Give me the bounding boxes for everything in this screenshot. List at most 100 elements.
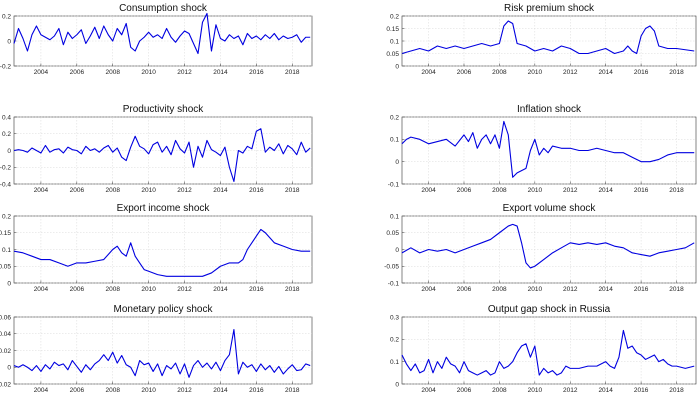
x-tick-label: 2010 [528,187,543,194]
y-tick-label: 0.1 [390,359,399,366]
x-tick-label: 2006 [70,69,85,76]
chart-panel-8: 2004 2006 2008 2010 2012 2014 2016 2018 0 0.1 0.2 0… [390,304,697,394]
x-tick-label: 2018 [285,69,300,76]
x-tick-label: 2016 [634,69,649,76]
y-tick-label: 0 [7,365,11,372]
y-tick-label: -0.05 [384,264,399,271]
chart-panel-4: 2004 2006 2008 2010 2012 2014 2016 2018 -0.1 0 0.1… [388,104,697,194]
series-line [13,12,311,55]
x-tick-label: 2018 [669,69,684,76]
x-tick-label: 2008 [492,387,507,394]
x-tick-label: 2008 [106,69,121,76]
y-tick-label: -0.2 [0,165,11,172]
x-tick-label: 2018 [669,187,684,194]
chart-title: Productivity shock [123,104,205,115]
x-tick-label: 2006 [457,387,472,394]
x-tick-label: 2012 [177,69,192,76]
y-tick-label: 0.02 [0,348,11,355]
y-tick-label: 0.1 [390,137,399,144]
x-tick-label: 2010 [141,187,156,194]
series-line [401,223,695,269]
y-tick-label: 0.1 [2,247,11,254]
x-tick-label: 2014 [213,187,228,194]
x-tick-label: 2014 [598,286,613,293]
x-tick-label: 2008 [492,187,507,194]
y-tick-label: 0.05 [0,264,11,271]
x-tick-label: 2018 [285,286,300,293]
x-tick-label: 2008 [106,387,121,394]
chart-panel-5: 2004 2006 2008 2010 2012 2014 2016 2018 0 0.05 0.1… [0,203,313,293]
plot-area [401,316,697,385]
x-tick-label: 2016 [249,286,264,293]
y-tick-label: 0.06 [0,314,11,321]
series-line [401,20,695,55]
x-tick-label: 2016 [634,387,649,394]
x-tick-label: 2006 [457,69,472,76]
chart-panel-7: 2004 2006 2008 2010 2012 2014 2016 2018 -0.02 0 0.… [0,304,313,394]
x-tick-label: 2012 [177,286,192,293]
y-tick-label: 0.2 [390,337,399,344]
chart-panel-2: 2004 2006 2008 2010 2012 2014 2016 2018 0 0.05 0.1… [386,3,697,76]
x-tick-label: 2004 [34,69,49,76]
x-tick-label: 2012 [563,387,578,394]
y-tick-label: -0.02 [0,381,11,388]
x-tick-label: 2014 [598,387,613,394]
x-tick-label: 2006 [70,286,85,293]
y-tick-label: 0 [395,247,399,254]
x-tick-label: 2018 [669,387,684,394]
chart-title: Inflation shock [517,104,582,115]
x-tick-label: 2006 [70,387,85,394]
x-tick-label: 2016 [634,187,649,194]
y-tick-label: 0.1 [390,38,399,45]
x-tick-label: 2004 [421,286,436,293]
y-tick-label: 0.15 [0,230,11,237]
x-tick-label: 2008 [492,69,507,76]
x-tick-label: 2004 [34,187,49,194]
x-tick-label: 2012 [563,69,578,76]
chart-panel-1: 2004 2006 2008 2010 2012 2014 2016 2018 -0.2 0 0.2… [0,3,313,76]
x-tick-label: 2014 [213,286,228,293]
y-tick-label: 0.2 [390,13,399,20]
x-tick-label: 2004 [421,69,436,76]
x-tick-label: 2006 [457,187,472,194]
x-tick-label: 2014 [213,69,228,76]
y-tick-label: 0.3 [390,314,399,321]
x-tick-label: 2012 [563,286,578,293]
x-tick-label: 2016 [249,387,264,394]
series-line [13,228,311,277]
chart-title: Export volume shock [503,203,597,214]
x-tick-label: 2016 [249,187,264,194]
y-tick-label: 0 [395,159,399,166]
y-tick-label: 0 [7,280,11,287]
y-tick-label: 0 [7,38,11,45]
x-tick-label: 2010 [141,69,156,76]
y-tick-label: 0.2 [2,13,11,20]
y-tick-label: 0.2 [390,114,399,121]
chart-panel-6: 2004 2006 2008 2010 2012 2014 2016 2018 -0.1 -0.0… [384,203,697,293]
y-tick-label: 0.4 [2,114,11,121]
chart-title: Output gap shock in Russia [488,304,611,315]
x-tick-label: 2012 [177,187,192,194]
y-tick-label: -0.1 [388,181,400,188]
x-tick-label: 2010 [528,286,543,293]
x-tick-label: 2010 [141,387,156,394]
y-tick-label: 0 [395,63,399,70]
x-tick-label: 2012 [177,387,192,394]
chart-title: Consumption shock [119,3,208,14]
series-line [401,120,695,178]
x-tick-label: 2018 [669,286,684,293]
x-tick-label: 2010 [141,286,156,293]
chart-panel-3: 2004 2006 2008 2010 2012 2014 2016 2018 -0.4 -0.2… [0,104,313,194]
x-tick-label: 2014 [213,387,228,394]
x-tick-label: 2004 [421,187,436,194]
y-tick-label: 0.1 [390,213,399,220]
plot-area [13,15,313,67]
chart-title: Risk premium shock [504,3,595,14]
x-tick-label: 2018 [285,187,300,194]
x-tick-label: 2014 [598,187,613,194]
chart-title: Monetary policy shock [114,304,214,315]
x-tick-label: 2008 [492,286,507,293]
x-tick-label: 2010 [528,387,543,394]
y-tick-label: 0.2 [2,213,11,220]
